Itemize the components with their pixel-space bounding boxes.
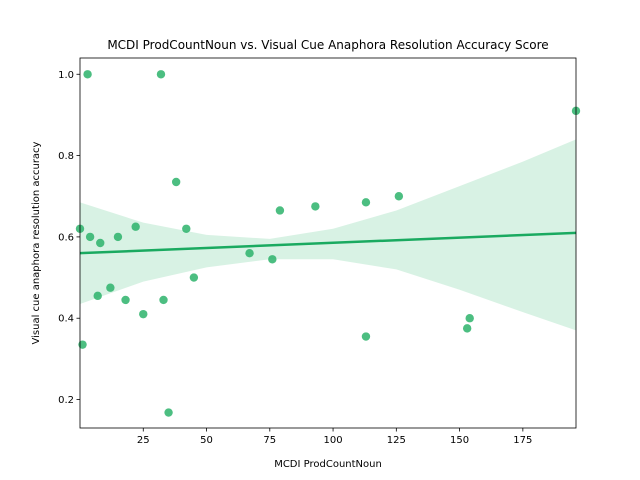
data-point xyxy=(275,206,285,215)
data-point xyxy=(182,224,191,233)
data-point xyxy=(96,238,105,248)
plot-area-frame xyxy=(79,57,577,429)
data-point xyxy=(268,255,277,264)
data-point xyxy=(131,222,140,231)
y-tick-label: 0.2 xyxy=(58,395,74,406)
x-axis-label: MCDI ProdCountNoun xyxy=(274,459,382,470)
data-point xyxy=(189,273,199,282)
axis-ticks-layer: 25 50 75 100 125 150 175 0.2 0.4 0.6 0.8 1.0 xyxy=(58,70,532,446)
data-point xyxy=(245,248,254,258)
data-point xyxy=(462,324,472,333)
chart-title: MCDI ProdCountNoun vs. Visual Cue Anapho… xyxy=(107,38,548,52)
data-point xyxy=(171,177,181,187)
data-point xyxy=(465,314,474,323)
data-point xyxy=(311,202,320,211)
x-tick-label: 125 xyxy=(387,435,406,446)
data-point xyxy=(93,291,102,301)
y-tick-label: 0.6 xyxy=(58,232,74,243)
regression-line xyxy=(79,231,577,255)
confidence-band xyxy=(80,139,576,331)
x-tick-label: 175 xyxy=(513,435,532,446)
y-tick-label: 0.8 xyxy=(58,151,74,162)
data-point xyxy=(156,70,166,79)
regression-line-layer xyxy=(79,231,577,255)
data-point xyxy=(121,295,130,305)
x-tick-label: 75 xyxy=(263,435,276,446)
data-point xyxy=(394,192,404,201)
x-tick-label: 150 xyxy=(450,435,469,446)
confidence-band-layer xyxy=(80,139,576,331)
x-tick-label: 25 xyxy=(137,435,150,446)
data-point xyxy=(106,283,115,292)
y-tick-label: 1.0 xyxy=(58,70,74,81)
data-point xyxy=(361,198,371,207)
x-tick-label: 50 xyxy=(200,435,213,446)
data-point xyxy=(78,340,87,349)
data-point xyxy=(83,70,92,79)
data-point xyxy=(159,295,168,305)
y-axis-label: Visual cue anaphora resolution accuracy xyxy=(31,141,42,344)
y-tick-label: 0.4 xyxy=(58,314,74,325)
data-point xyxy=(139,309,148,319)
data-point xyxy=(164,408,173,417)
data-points-layer xyxy=(75,70,581,417)
data-point xyxy=(361,332,371,341)
data-point xyxy=(113,232,123,242)
x-tick-label: 100 xyxy=(324,435,343,446)
data-point xyxy=(85,232,95,242)
